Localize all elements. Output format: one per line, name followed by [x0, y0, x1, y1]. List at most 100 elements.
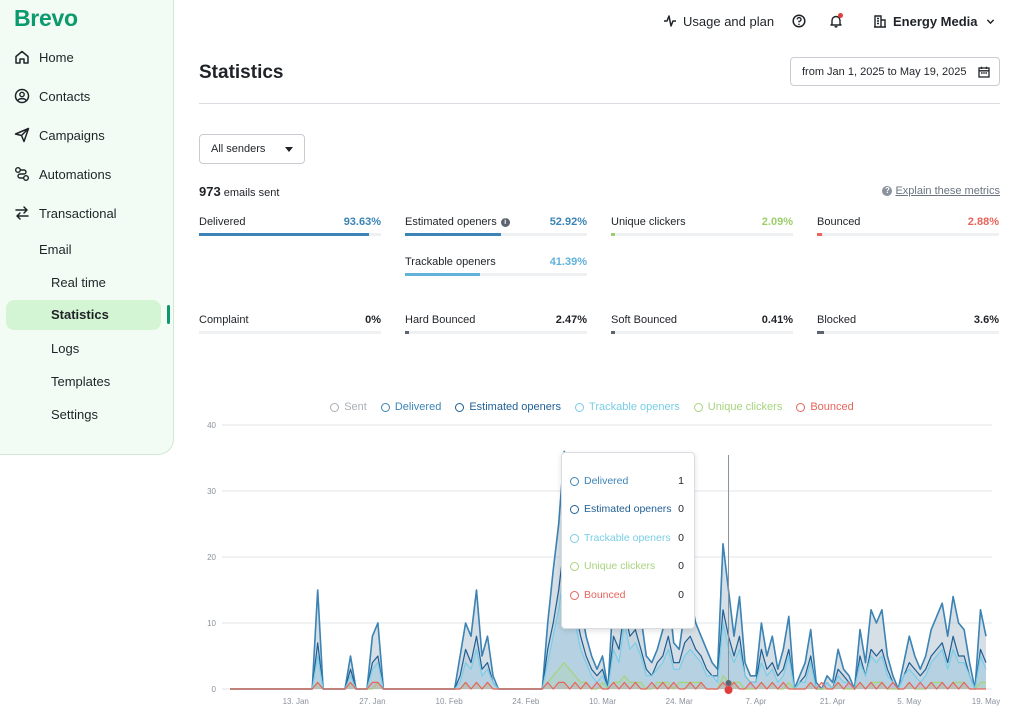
metric-track [817, 331, 999, 334]
brevo-logo[interactable]: Brevo [14, 5, 78, 31]
sidebar-item-logs[interactable]: Logs [51, 341, 80, 356]
sidebar-item-label: Campaigns [39, 127, 105, 143]
tooltip-label: Trackable openers [584, 532, 671, 544]
building-icon [874, 15, 886, 28]
home-icon [15, 50, 29, 64]
metric-hard-bounced: Hard Bounced 2.47% [405, 314, 587, 338]
sidebar-item-label: Transactional [39, 205, 117, 221]
sidebar-item-home[interactable]: Home [14, 46, 74, 68]
metric-label: Blocked [817, 314, 857, 326]
metric-value: 93.63% [343, 216, 381, 228]
metric-track [405, 273, 587, 276]
legend-marker [455, 402, 465, 412]
sidebar-item-label: Contacts [39, 88, 91, 104]
emails-sent-count: 973 [199, 184, 221, 199]
header-divider [199, 103, 1000, 104]
explain-metrics-label: Explain these metrics [895, 185, 1000, 197]
tooltip-value: 1 [678, 475, 684, 487]
sidebar-item-transactional[interactable]: Transactional [14, 202, 117, 224]
send-icon [14, 127, 30, 143]
chevron-down-icon [986, 18, 994, 24]
sidebar-section-email[interactable]: Email [39, 242, 72, 257]
tooltip-row: Estimated openers 0 [570, 501, 688, 517]
x-tick-label: 10. Feb [436, 697, 464, 706]
activity-icon [664, 15, 676, 27]
metric-value: 2.47% [555, 314, 587, 326]
automation-icon [15, 167, 29, 181]
metric-value: 0.41% [761, 314, 793, 326]
metric-bar [611, 233, 615, 236]
account-menu[interactable]: Energy Media [873, 12, 996, 30]
legend-item-sent[interactable]: Sent [330, 401, 367, 413]
metric-blocked: Blocked 3.6% [817, 314, 999, 338]
metric-value: 0% [365, 314, 381, 326]
metric-track [405, 233, 587, 236]
legend-item-delivered[interactable]: Delivered [380, 401, 442, 413]
active-indicator [167, 305, 170, 324]
sidebar-item-automations[interactable]: Automations [14, 163, 111, 185]
sidebar-item-contacts[interactable]: Contacts [14, 85, 90, 107]
sidebar-item-campaigns[interactable]: Campaigns [14, 124, 105, 146]
x-tick-label: 7. Apr [745, 697, 766, 706]
tooltip-label: Unique clickers [584, 560, 656, 572]
metric-label: Estimated openers i [405, 216, 510, 228]
legend-label: Trackable openers [589, 401, 680, 413]
caret-down-icon [285, 147, 293, 152]
date-range-value: from Jan 1, 2025 to May 19, 2025 [802, 65, 967, 78]
explain-metrics-link[interactable]: ? Explain these metrics [882, 185, 1000, 197]
metric-track [199, 331, 381, 334]
metric-bar [817, 331, 824, 334]
legend-label: Estimated openers [469, 401, 562, 413]
sender-filter-select[interactable]: All senders [199, 134, 305, 164]
legend-marker [693, 402, 703, 412]
y-tick-label: 30 [207, 487, 216, 496]
metric-estimated-openers: Estimated openers i 52.92% [405, 216, 587, 240]
metric-track [405, 331, 587, 334]
series-area [230, 662, 986, 689]
tooltip-marker [570, 561, 579, 571]
x-tick-label: 24. Mar [666, 697, 693, 706]
question-icon: ? [882, 186, 893, 196]
sidebar-item-label: Home [39, 49, 74, 65]
series-area [230, 570, 986, 689]
metric-label: Unique clickers [611, 216, 686, 228]
legend-item-bounced[interactable]: Bounced [796, 401, 854, 413]
tooltip-value: 0 [678, 503, 684, 515]
metric-label: Hard Bounced [405, 314, 476, 326]
info-icon[interactable]: i [500, 217, 510, 227]
metric-value: 41.39% [549, 256, 587, 268]
sidebar-item-templates[interactable]: Templates [51, 374, 111, 389]
tooltip-row: Trackable openers 0 [570, 530, 688, 546]
help-button[interactable] [792, 12, 806, 30]
sidebar-item-settings[interactable]: Settings [51, 407, 98, 422]
x-tick-label: 27. Jan [359, 697, 385, 706]
tooltip-marker [570, 476, 579, 486]
metric-value: 2.09% [761, 216, 793, 228]
metric-value: 52.92% [549, 216, 587, 228]
notification-badge [838, 13, 843, 18]
series-area [230, 451, 986, 689]
sidebar-item-statistics[interactable]: Statistics [6, 300, 161, 330]
legend-item-unique-clickers[interactable]: Unique clickers [693, 401, 782, 413]
chart-legend: Sent Delivered Estimated openers Trackab… [0, 401, 1024, 413]
sidebar-item-real-time[interactable]: Real time [51, 275, 106, 290]
page-title: Statistics [199, 62, 284, 83]
legend-label: Delivered [394, 401, 442, 413]
metric-label: Soft Bounced [611, 314, 678, 326]
emails-sent-label: emails sent [223, 187, 280, 199]
sidebar: Brevo Home Contacts Campaigns Automation… [0, 0, 174, 455]
tooltip-value: 0 [678, 589, 684, 601]
tooltip-label: Bounced [584, 589, 626, 601]
chart-tooltip: Delivered 1 Estimated openers 0 Trackable … [561, 452, 695, 629]
metric-bounced: Bounced 2.88% [817, 216, 999, 240]
date-range-picker[interactable]: from Jan 1, 2025 to May 19, 2025 [790, 57, 1000, 86]
tooltip-row: Bounced 0 [570, 587, 688, 603]
legend-item-estimated-openers[interactable]: Estimated openers [455, 401, 561, 413]
x-tick-label: 19. May [972, 697, 1000, 706]
x-tick-label: 10. Mar [589, 697, 616, 706]
metric-label: Trackable openers [405, 256, 496, 268]
usage-and-plan-button[interactable]: Usage and plan [663, 12, 774, 30]
x-tick-label: 24. Feb [512, 697, 540, 706]
legend-item-trackable-openers[interactable]: Trackable openers [575, 401, 680, 413]
